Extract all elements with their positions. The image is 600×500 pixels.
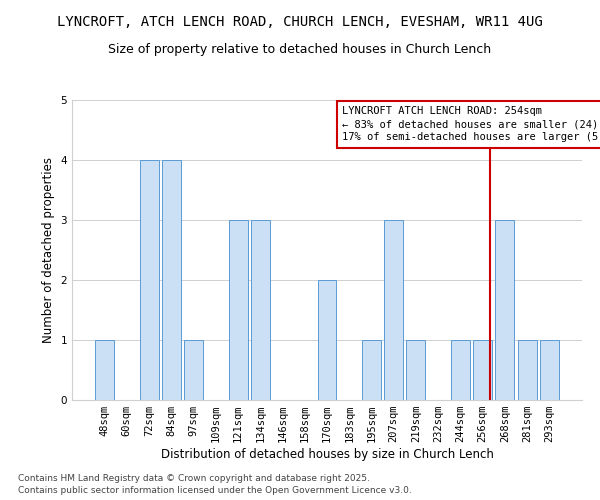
Bar (95, 340, 114, 400)
Y-axis label: Number of detached properties: Number of detached properties (42, 157, 55, 343)
Bar (406, 340, 425, 400)
Bar (251, 220, 270, 400)
Bar (162, 160, 181, 400)
Text: Size of property relative to detached houses in Church Lench: Size of property relative to detached ho… (109, 42, 491, 56)
Bar (473, 340, 492, 400)
Text: Contains HM Land Registry data © Crown copyright and database right 2025.
Contai: Contains HM Land Registry data © Crown c… (18, 474, 412, 495)
Bar (384, 220, 403, 400)
Bar (496, 220, 514, 400)
Bar (518, 340, 536, 400)
Bar (540, 340, 559, 400)
Bar (317, 280, 337, 400)
Bar (229, 220, 248, 400)
Text: LYNCROFT ATCH LENCH ROAD: 254sqm
← 83% of detached houses are smaller (24)
17% o: LYNCROFT ATCH LENCH ROAD: 254sqm ← 83% o… (342, 106, 600, 142)
Bar (451, 340, 470, 400)
Text: LYNCROFT, ATCH LENCH ROAD, CHURCH LENCH, EVESHAM, WR11 4UG: LYNCROFT, ATCH LENCH ROAD, CHURCH LENCH,… (57, 15, 543, 29)
X-axis label: Distribution of detached houses by size in Church Lench: Distribution of detached houses by size … (161, 448, 493, 461)
Bar (362, 340, 381, 400)
Bar (184, 340, 203, 400)
Bar (140, 160, 158, 400)
